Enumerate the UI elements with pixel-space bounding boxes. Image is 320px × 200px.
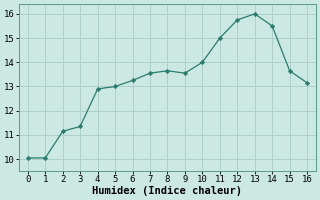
X-axis label: Humidex (Indice chaleur): Humidex (Indice chaleur) (92, 186, 243, 196)
